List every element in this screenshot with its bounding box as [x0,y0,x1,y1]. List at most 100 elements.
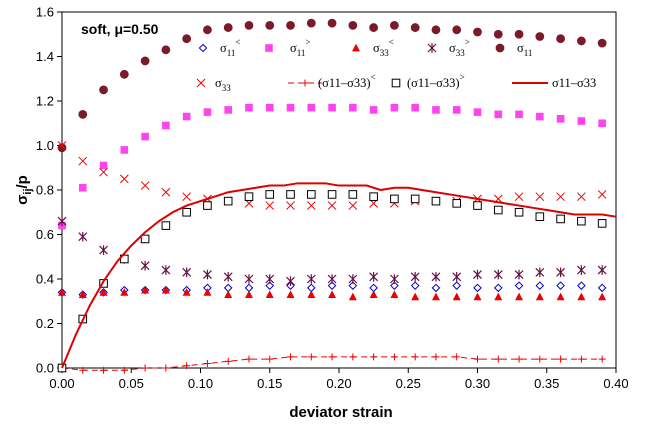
data-point [328,103,336,112]
y-tick-label: 0.6 [36,227,54,242]
data-point [515,355,523,363]
data-point [473,108,482,116]
y-tick-label: 0.0 [36,361,54,376]
data-point [265,190,275,199]
data-point [78,109,88,119]
data-point [556,34,565,44]
data-point [286,201,295,210]
data-point [78,290,87,298]
legend-marker [495,43,505,53]
data-point [79,366,87,374]
data-point [161,45,171,55]
data-point [161,187,171,197]
data-point [99,245,108,255]
data-point [453,353,461,361]
data-point [494,110,503,119]
data-point [203,360,211,368]
data-point [493,283,503,293]
data-point [120,146,129,154]
data-point [410,194,420,204]
data-point [597,219,607,228]
data-point [306,274,316,284]
data-point [99,85,108,95]
data-point [431,25,441,35]
data-point [327,281,337,290]
data-point [119,174,129,184]
data-point [556,267,566,278]
data-point [306,18,316,28]
data-marks [57,18,617,374]
data-point [535,32,545,41]
data-point [452,106,461,114]
y-axis-label-sigma: σ [14,195,31,205]
plot-border [61,11,617,369]
data-point [161,221,171,230]
y-axis: 0.0 0.2 0.4 0.6 0.8 1.0 1.2 1.4 1.6 [36,5,62,376]
data-point [536,112,544,121]
data-point [369,192,378,201]
data-point [452,281,462,290]
data-point [597,38,607,48]
data-point [182,288,191,296]
data-point [514,29,524,39]
x-tick-label: 0.05 [119,376,144,391]
data-point [348,20,358,30]
data-point [369,290,378,298]
data-point [494,292,503,301]
data-point [265,274,275,284]
data-point [182,267,192,278]
data-point [557,355,565,363]
data-point [536,355,544,363]
data-point [223,196,233,206]
legend-label: σ11> [290,37,311,58]
legend-marker [427,43,437,53]
legend-label: σ11 [517,41,532,58]
x-axis-label: deviator strain [289,404,392,421]
data-point [58,288,66,296]
x-tick-label: 0.40 [603,376,628,391]
legend-label: (σ11–σ33)> [407,72,465,90]
data-point [577,292,586,301]
data-point [57,216,67,226]
data-point [576,265,586,275]
data-point [120,366,128,374]
data-point [203,269,212,280]
data-point [203,25,212,35]
legend-marker [265,44,273,52]
data-point [244,20,254,30]
series-2 [58,285,607,301]
data-point [431,292,440,301]
data-point [120,288,129,296]
series-1 [58,103,606,230]
data-point [431,196,441,206]
data-point [597,283,607,293]
data-point [390,290,399,298]
data-point [182,207,191,217]
data-point [327,201,337,210]
data-point [597,190,607,199]
data-point [410,23,420,32]
data-point [535,192,545,202]
data-point [224,106,232,114]
data-point [348,274,358,284]
data-point [99,288,108,296]
data-point [203,108,212,116]
y-tick-label: 0.2 [36,316,54,331]
data-point [514,207,524,217]
data-point [556,214,565,224]
data-point [556,292,565,301]
data-point [474,355,481,363]
x-tick-label: 0.00 [49,376,74,391]
data-point [390,20,399,30]
data-point [244,192,254,201]
data-point [473,269,482,280]
data-point [535,281,545,290]
legend-marker [196,78,206,88]
data-point [535,292,544,301]
series-6 [58,353,606,374]
data-point [493,29,503,39]
data-point [598,292,607,301]
data-point [78,156,88,166]
data-point [265,103,274,112]
